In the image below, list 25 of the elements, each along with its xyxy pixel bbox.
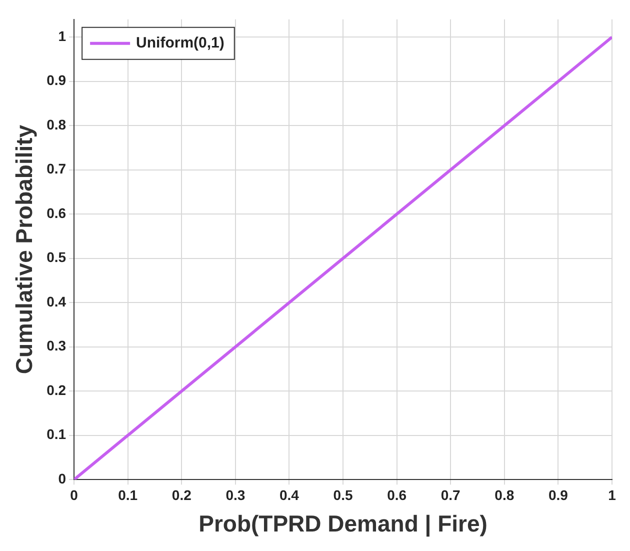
x-tick-label: 0.8 — [494, 486, 514, 503]
x-tick-label: 0.2 — [172, 486, 192, 503]
y-tick-label: 0.7 — [46, 160, 66, 177]
y-axis-title: Cumulative Probability — [11, 124, 38, 374]
x-tick-label: 0.4 — [280, 486, 300, 503]
x-tick-label: 0.6 — [387, 486, 407, 503]
y-tick-label: 0.4 — [46, 293, 66, 310]
x-tick-label: 1 — [608, 486, 616, 503]
x-tick-label: 0.5 — [333, 486, 353, 503]
y-tick-label: 0.1 — [46, 426, 66, 442]
x-tick-label: 0 — [70, 486, 78, 503]
x-axis-title: Prob(TPRD Demand | Fire) — [198, 510, 488, 538]
y-tick-label: 0.2 — [46, 382, 66, 398]
x-tick-label: 0.7 — [440, 486, 461, 503]
legend-label: Uniform(0,1) — [136, 34, 224, 52]
y-tick-label: 0.9 — [46, 72, 66, 88]
y-tick-label: 0 — [58, 470, 66, 486]
y-tick-label: 0.5 — [46, 249, 66, 266]
x-tick-label: 0.1 — [118, 486, 138, 503]
x-tick-label: 0.3 — [226, 486, 246, 503]
y-tick-label: 0.6 — [46, 204, 66, 221]
y-tick-label: 0.3 — [46, 338, 66, 354]
x-tick-label: 0.9 — [548, 486, 568, 503]
y-tick-label: 0.8 — [46, 116, 66, 132]
y-tick-label: 1 — [58, 28, 66, 44]
